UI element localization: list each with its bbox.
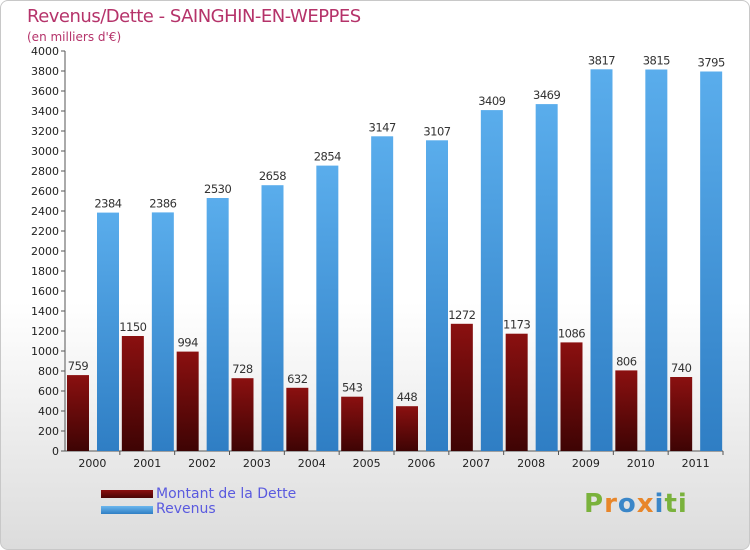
bar-revenus-label: 3469	[533, 88, 560, 102]
bar-dette-label: 1150	[119, 320, 146, 334]
y-tick-label: 1000	[31, 345, 59, 358]
y-tick-label: 2600	[31, 185, 59, 198]
legend-swatch-revenus	[101, 506, 153, 514]
bar-revenus	[645, 69, 668, 451]
bar-revenus-label: 3147	[369, 120, 396, 134]
logo-letter: i	[654, 489, 665, 519]
y-tick-label: 1800	[31, 265, 59, 278]
x-tick-label: 2001	[133, 457, 161, 470]
legend-swatch-dette	[101, 490, 153, 498]
x-tick-label: 2008	[517, 457, 545, 470]
bar-revenus	[371, 136, 394, 452]
y-tick-label: 800	[38, 365, 59, 378]
bar-dette	[67, 375, 89, 451]
bar-revenus	[97, 212, 119, 451]
bar-dette-label: 994	[177, 336, 198, 350]
logo-letter: r	[604, 489, 618, 519]
bar-revenus	[206, 198, 229, 451]
y-tick-label: 4000	[31, 45, 59, 58]
bar-revenus-label: 3795	[698, 56, 725, 70]
bar-revenus	[261, 185, 284, 451]
bar-revenus-label: 3815	[643, 54, 670, 68]
x-tick-label: 2002	[188, 457, 216, 470]
bar-dette	[450, 323, 473, 451]
bar-dette	[341, 396, 364, 451]
bar-dette	[396, 406, 418, 451]
y-tick-label: 3200	[31, 125, 59, 138]
logo-letter: P	[584, 489, 605, 519]
logo-letter: t	[664, 489, 678, 519]
legend-label-revenus: Revenus	[156, 501, 216, 517]
bar-revenus	[700, 71, 723, 451]
y-tick-label: 1400	[31, 305, 59, 318]
bar-dette-label: 806	[616, 354, 637, 368]
x-tick-label: 2005	[353, 457, 381, 470]
y-tick-label: 2200	[31, 225, 59, 238]
y-tick-label: 2000	[31, 245, 59, 258]
bar-revenus	[426, 140, 448, 452]
bar-revenus-label: 3817	[588, 53, 615, 67]
bar-dette-label: 759	[68, 359, 89, 373]
logo-letter: x	[636, 489, 655, 519]
bar-dette-label: 740	[671, 361, 692, 375]
y-tick-label: 1200	[31, 325, 59, 338]
bar-revenus-label: 2854	[314, 150, 341, 164]
x-tick-label: 2000	[78, 457, 106, 470]
bar-dette-label: 1173	[503, 318, 530, 332]
bar-dette	[615, 370, 638, 451]
chart-title: Revenus/Dette - SAINGHIN-EN-WEPPES	[27, 6, 361, 27]
bar-dette-label: 728	[232, 362, 253, 376]
x-tick-label: 2006	[407, 457, 435, 470]
y-tick-label: 2400	[31, 205, 59, 218]
bar-dette	[121, 336, 144, 451]
y-tick-label: 3600	[31, 85, 59, 98]
bar-dette-label: 543	[342, 381, 363, 395]
y-tick-label: 3400	[31, 105, 59, 118]
y-tick-label: 2800	[31, 165, 59, 178]
bar-dette-label: 1272	[448, 308, 475, 322]
bar-revenus	[151, 212, 174, 451]
bar-revenus-label: 2530	[204, 182, 231, 196]
bar-dette-label: 632	[287, 372, 308, 386]
x-tick-label: 2011	[682, 457, 710, 470]
bar-revenus-label: 3409	[478, 94, 505, 108]
x-tick-label: 2009	[572, 457, 600, 470]
y-tick-label: 3000	[31, 145, 59, 158]
x-tick-label: 2007	[462, 457, 490, 470]
bar-revenus	[316, 165, 339, 451]
proxiti-logo: Proxiti	[584, 489, 688, 519]
y-tick-label: 400	[38, 405, 59, 418]
bar-revenus-label: 3107	[423, 124, 450, 138]
bar-dette-label: 448	[397, 390, 418, 404]
y-tick-label: 1600	[31, 285, 59, 298]
bar-dette	[670, 377, 693, 451]
legend-label-dette: Montant de la Dette	[156, 486, 297, 502]
bar-dette	[176, 351, 199, 451]
y-tick-label: 200	[38, 425, 59, 438]
chart-subtitle: (en milliers d'€)	[27, 30, 122, 44]
bar-dette-label: 1086	[558, 326, 585, 340]
bar-dette	[286, 387, 309, 451]
bar-dette	[231, 378, 254, 451]
x-tick-label: 2010	[627, 457, 655, 470]
y-tick-label: 600	[38, 385, 59, 398]
bar-revenus	[480, 110, 503, 451]
x-tick-label: 2003	[243, 457, 271, 470]
bar-revenus-label: 2658	[259, 169, 286, 183]
bar-dette	[505, 333, 528, 451]
bar-revenus-label: 2384	[94, 197, 121, 211]
logo-letter: i	[677, 489, 688, 519]
logo-letter: o	[617, 489, 637, 519]
bar-dette	[560, 342, 583, 451]
bar-revenus	[535, 104, 558, 451]
bar-revenus-label: 2386	[149, 196, 176, 210]
y-tick-label: 3800	[31, 65, 59, 78]
bar-revenus	[590, 69, 613, 452]
x-tick-label: 2004	[298, 457, 326, 470]
y-tick-label: 0	[52, 445, 59, 458]
